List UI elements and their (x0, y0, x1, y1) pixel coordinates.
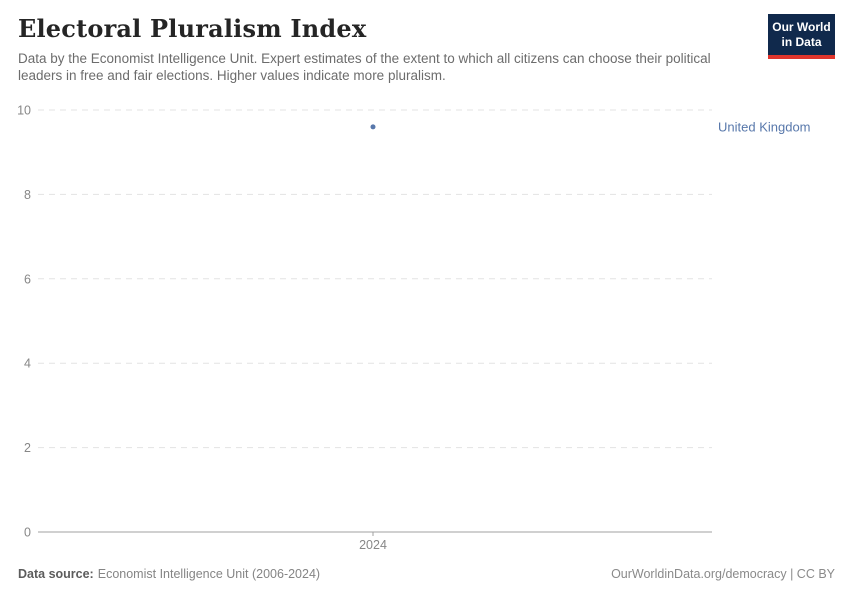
data-source-label: Data source: (18, 567, 94, 581)
owid-logo-line2: in Data (781, 35, 822, 49)
y-tick-label: 10 (17, 104, 31, 118)
y-tick-label: 8 (24, 188, 31, 202)
data-point[interactable] (370, 124, 376, 130)
x-tick-label: 2024 (359, 538, 387, 552)
owid-logo-line1: Our World (772, 20, 831, 34)
chart-subtitle: Data by the Economist Intelligence Unit.… (18, 51, 711, 84)
y-tick-label: 6 (24, 272, 31, 286)
chart-title: Electoral Pluralism Index (18, 14, 367, 43)
data-source-value: Economist Intelligence Unit (2006-2024) (97, 567, 321, 581)
data-source: Data source: Economist Intelligence Unit … (18, 567, 320, 581)
credit-link[interactable]: OurWorldinData.org/democracy | CC BY (611, 567, 835, 581)
owid-logo[interactable]: Our World in Data (768, 14, 835, 59)
y-tick-label: 0 (24, 526, 31, 540)
y-tick-label: 4 (24, 357, 31, 371)
y-tick-label: 2 (24, 441, 31, 455)
entity-label[interactable]: United Kingdom (718, 119, 811, 134)
header-text: Electoral Pluralism Index Data by the Ec… (0, 0, 732, 85)
chart-footer: Data source: Economist Intelligence Unit … (18, 567, 835, 581)
plot-area: 0 2 4 6 8 10 2024 United Kingdom (17, 104, 811, 553)
chart-header: Electoral Pluralism Index Data by the Ec… (0, 0, 850, 85)
